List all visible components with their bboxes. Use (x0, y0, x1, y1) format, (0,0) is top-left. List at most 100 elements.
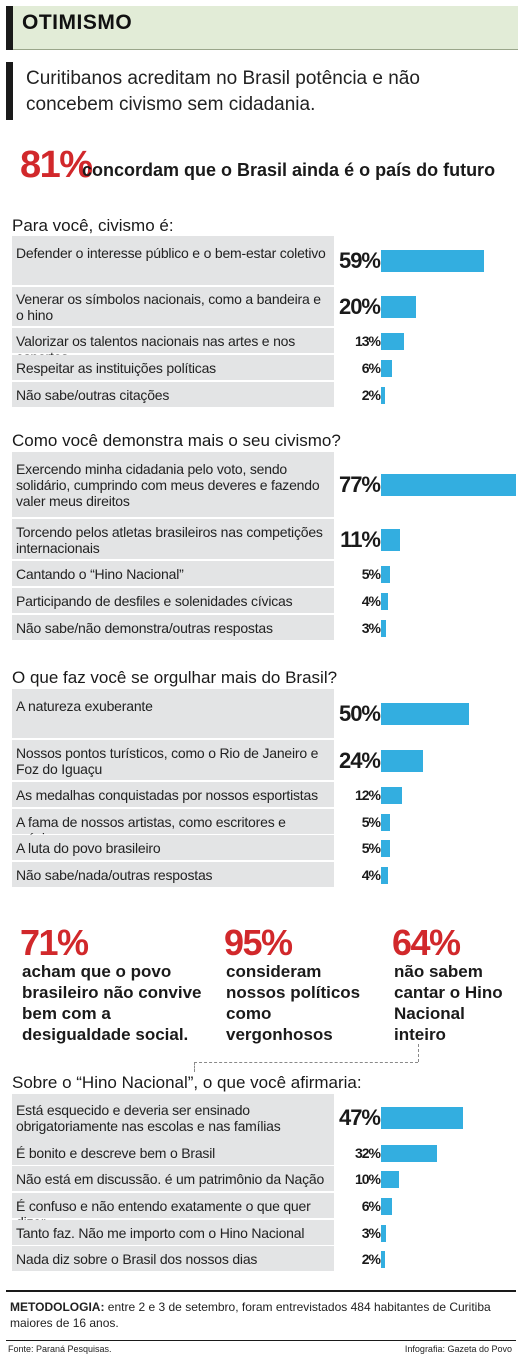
page-title: OTIMISMO (22, 11, 133, 34)
data-label: 24% (338, 748, 381, 773)
category-label: Não está em discussão. é um patrimônio d… (16, 1171, 325, 1187)
bar (381, 333, 404, 350)
data-label: 5% (361, 814, 381, 830)
data-label: 13% (354, 333, 381, 349)
chart-row: Não está em discussão. é um patrimônio d… (12, 1166, 334, 1192)
stat-text-2: consideram nossos políticos como vergonh… (226, 962, 361, 1044)
category-label: As medalhas conquistadas por nossos espo… (16, 787, 318, 803)
bar (381, 529, 400, 551)
data-label: 5% (361, 840, 381, 856)
chart-row: Participando de desfiles e solenidades c… (12, 588, 334, 614)
data-label: 5% (361, 566, 381, 582)
credit-note: Infografia: Gazeta do Povo (404, 1344, 512, 1354)
footer-rule (6, 1340, 516, 1341)
chart-row: Exercendo minha cidadania pelo voto, sen… (12, 452, 334, 518)
category-label: Nossos pontos turísticos, como o Rio de … (16, 745, 319, 777)
methodology-rule (6, 1290, 516, 1292)
chart-row: É confuso e não entendo exatamente o que… (12, 1193, 334, 1230)
chart-title-3: O que faz você se orgulhar mais do Brasi… (12, 668, 338, 687)
chart-row: Não sabe/outras citações (12, 382, 334, 408)
category-label: Cantando o “Hino Nacional” (16, 566, 184, 582)
bar (381, 566, 390, 583)
chart-row: Não sabe/nada/outras respostas (12, 862, 334, 888)
intro-text: Curitibanos acreditam no Brasil potência… (26, 68, 420, 115)
chart-row: Está esquecido e deveria ser ensinado ob… (12, 1094, 334, 1142)
chart-title-1: Para você, civismo é: (12, 216, 174, 235)
chart-row: Valorizar os talentos nacionais nas arte… (12, 328, 334, 365)
stat-text-3: não sabem cantar o Hino Nacional inteiro (394, 962, 503, 1044)
data-label: 20% (338, 294, 381, 319)
bar (381, 360, 392, 377)
bar (381, 593, 388, 610)
data-label: 2% (361, 1251, 381, 1267)
data-label: 77% (338, 472, 381, 497)
category-label: Não sabe/outras citações (16, 387, 170, 403)
category-label: Torcendo pelos atletas brasileiros nas c… (16, 524, 323, 556)
category-label: Está esquecido e deveria ser ensinado ob… (16, 1102, 281, 1134)
category-label: Venerar os símbolos nacionais, como a ba… (16, 291, 321, 323)
bar (381, 867, 388, 884)
bar (381, 750, 423, 772)
methodology: METODOLOGIA: entre 2 e 3 de setembro, fo… (10, 1299, 510, 1331)
bar (381, 1251, 385, 1268)
connector-horizontal (194, 1062, 418, 1063)
data-label: 4% (361, 593, 381, 609)
chart-row: Venerar os símbolos nacionais, como a ba… (12, 287, 334, 327)
data-label: 6% (361, 360, 381, 376)
stat-percent-3: 64% (392, 922, 461, 963)
chart-row: Não sabe/não demonstra/outras respostas (12, 615, 334, 641)
methodology-label: METODOLOGIA: (10, 1300, 105, 1314)
data-label: 11% (340, 527, 381, 552)
data-label: 32% (354, 1145, 381, 1161)
data-label: 3% (361, 1225, 381, 1241)
category-label: Não sabe/nada/outras respostas (16, 867, 213, 883)
data-label: 50% (338, 701, 381, 726)
chart-row: Respeitar as instituições políticas (12, 355, 334, 381)
category-label: Tanto faz. Não me importo com o Hino Nac… (16, 1225, 305, 1241)
data-label: 10% (354, 1171, 381, 1187)
connector-vertical (418, 1044, 419, 1062)
bar (381, 1198, 392, 1215)
chart-row: As medalhas conquistadas por nossos espo… (12, 782, 334, 808)
bar (381, 814, 390, 831)
category-label: Não sabe/não demonstra/outras respostas (16, 620, 273, 636)
chart-row: Nossos pontos turísticos, como o Rio de … (12, 740, 334, 781)
category-label: A luta do povo brasileiro (16, 840, 161, 856)
stat-percent-2: 95% (224, 922, 293, 963)
chart-row: Nada diz sobre o Brasil dos nossos dias (12, 1246, 334, 1272)
data-label: 2% (361, 387, 381, 403)
bar (381, 840, 390, 857)
data-label: 47% (338, 1105, 381, 1130)
intro-rule (6, 62, 13, 120)
category-label: Participando de desfiles e solenidades c… (16, 593, 293, 609)
bar (381, 250, 484, 272)
data-label: 12% (354, 787, 381, 803)
data-label: 59% (338, 248, 381, 273)
data-label: 6% (361, 1198, 381, 1214)
methodology-text: entre 2 e 3 de setembro, foram entrevist… (10, 1300, 491, 1330)
chart-row: Defender o interesse público e o bem-est… (12, 236, 334, 286)
category-label: Respeitar as instituições políticas (16, 360, 216, 376)
stat-text-1: acham que o povo brasileiro não convive … (22, 962, 202, 1044)
data-label: 3% (361, 620, 381, 636)
chart-row: A fama de nossos artistas, como escritor… (12, 809, 334, 846)
category-label: Defender o interesse público e o bem-est… (16, 245, 326, 261)
stat-percent-1: 71% (20, 922, 89, 963)
bar (381, 296, 416, 318)
category-label: A natureza exuberante (16, 698, 153, 714)
bar (381, 787, 402, 804)
bar (381, 703, 469, 725)
chart-row: A natureza exuberante (12, 689, 334, 739)
bar (381, 1145, 437, 1162)
chart-row: É bonito e descreve bem o Brasil (12, 1140, 334, 1166)
hero-text: concordam que o Brasil ainda é o país do… (82, 160, 496, 180)
bar (381, 474, 516, 496)
connector-drop (194, 1062, 195, 1072)
data-label: 4% (361, 867, 381, 883)
bar (381, 1225, 386, 1242)
header-accent (6, 6, 13, 50)
chart-row: Cantando o “Hino Nacional” (12, 561, 334, 587)
bar (381, 620, 386, 637)
chart-title-2: Como você demonstra mais o seu civismo? (12, 431, 341, 450)
category-label: Exercendo minha cidadania pelo voto, sen… (16, 461, 320, 509)
